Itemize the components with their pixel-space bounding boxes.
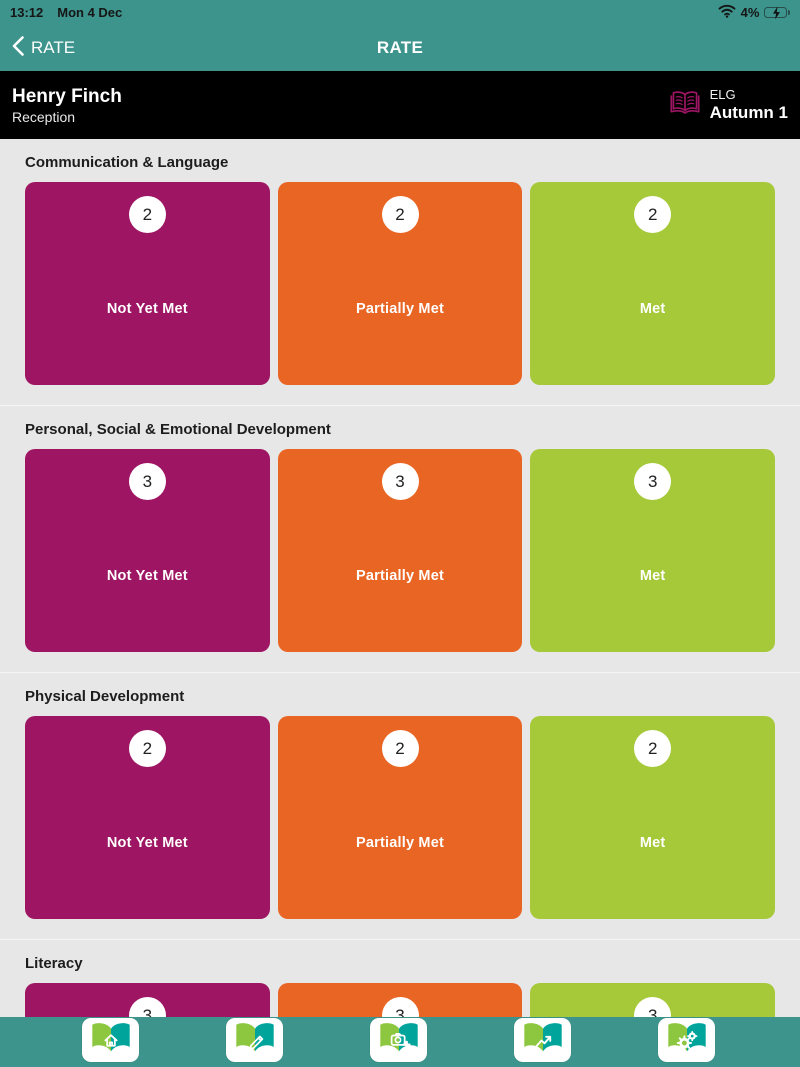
nav-bar: RATE RATE [0, 25, 800, 71]
section-communication-language: Communication & Language 2 Not Yet Met 2… [0, 139, 800, 405]
home-book-icon [91, 1023, 130, 1052]
card-not-yet-met[interactable]: 3 Not Yet Met [25, 449, 270, 652]
student-group: Reception [12, 108, 76, 125]
count-badge: 2 [634, 730, 672, 767]
count-badge: 3 [381, 463, 419, 500]
section-title: Personal, Social & Emotional Development [25, 421, 331, 438]
battery-charging-icon [764, 6, 790, 20]
section-pse-development: Personal, Social & Emotional Development… [0, 405, 800, 672]
clock: 13:12 [10, 5, 44, 20]
card-label: Partially Met [355, 301, 445, 317]
framework-selector[interactable]: ELG Autumn 1 [669, 87, 788, 123]
card-met[interactable]: 3 Met [530, 449, 776, 652]
card-label: Met [639, 835, 666, 851]
battery-percent: 4% [740, 5, 760, 20]
count-badge: 2 [381, 196, 419, 233]
framework-term: Autumn 1 [709, 103, 788, 123]
add-observation-button[interactable] [370, 1018, 427, 1062]
count-badge: 2 [381, 730, 419, 767]
section-physical-development: Physical Development 2 Not Yet Met 2 Par… [0, 672, 800, 939]
settings-book-icon [667, 1023, 706, 1052]
bottom-toolbar [0, 1017, 800, 1067]
card-label: Not Yet Met [106, 835, 188, 851]
count-badge: 2 [128, 730, 166, 767]
section-title: Physical Development [25, 688, 185, 705]
reports-button[interactable] [514, 1018, 571, 1062]
count-badge: 3 [634, 463, 672, 500]
card-met[interactable]: 2 Met [530, 182, 776, 385]
count-badge: 2 [634, 196, 672, 233]
card-partially-met[interactable]: 2 Partially Met [277, 716, 523, 919]
card-not-yet-met[interactable]: 2 Not Yet Met [25, 182, 270, 385]
card-label: Met [639, 301, 666, 317]
count-badge: 2 [128, 196, 166, 233]
card-not-yet-met[interactable]: 2 Not Yet Met [25, 716, 270, 919]
settings-button[interactable] [658, 1018, 715, 1062]
card-label: Not Yet Met [106, 301, 188, 317]
chevron-left-icon [12, 35, 24, 61]
home-button[interactable] [82, 1018, 139, 1062]
student-header: Henry Finch Reception ELG Autu [0, 71, 800, 139]
reports-book-icon [523, 1023, 562, 1052]
card-partially-met[interactable]: 2 Partially Met [277, 182, 523, 385]
card-label: Not Yet Met [106, 568, 188, 584]
date: Mon 4 Dec [57, 5, 123, 20]
card-partially-met[interactable]: 3 Partially Met [277, 449, 523, 652]
wifi-icon [718, 4, 736, 21]
ratings-list: Communication & Language 2 Not Yet Met 2… [0, 139, 800, 1067]
back-button[interactable]: RATE [0, 25, 87, 71]
open-book-icon [669, 89, 701, 122]
card-label: Partially Met [355, 835, 445, 851]
student-name: Henry Finch [12, 86, 122, 108]
back-button-label: RATE [31, 38, 76, 57]
card-label: Partially Met [355, 568, 445, 584]
card-met[interactable]: 2 Met [530, 716, 776, 919]
status-bar: 13:12 Mon 4 Dec 4% [0, 0, 800, 25]
edit-button[interactable] [226, 1018, 283, 1062]
section-title: Literacy [25, 955, 83, 972]
edit-book-icon [235, 1023, 274, 1052]
page-title: RATE [376, 38, 424, 57]
camera-add-book-icon [379, 1023, 418, 1052]
section-title: Communication & Language [25, 154, 229, 171]
framework-name: ELG [709, 86, 736, 102]
card-label: Met [639, 568, 666, 584]
count-badge: 3 [128, 463, 166, 500]
